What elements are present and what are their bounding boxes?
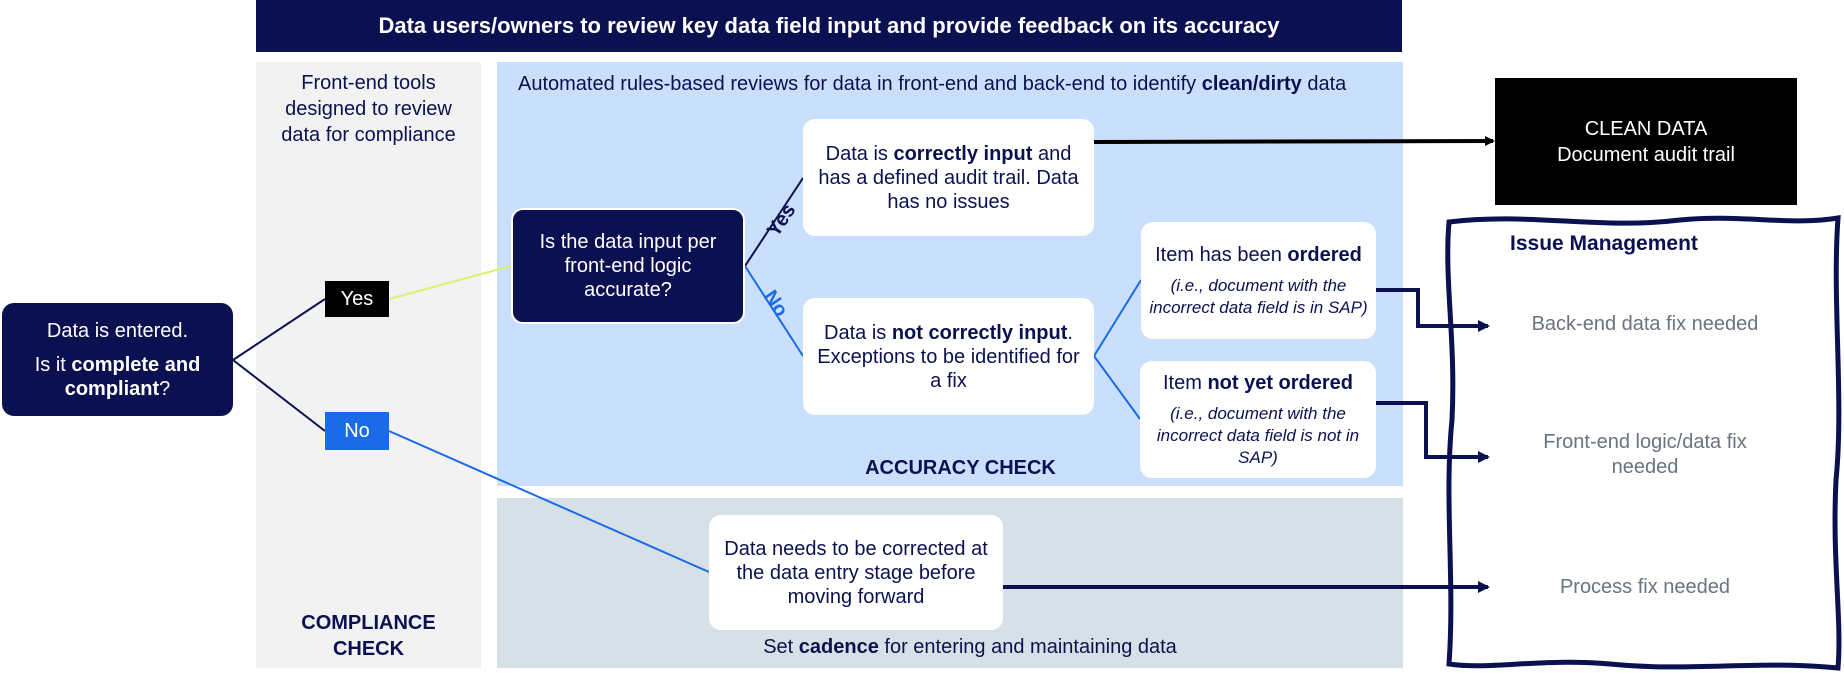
correction-needed-card: Data needs to be corrected at the data e… [709,515,1003,630]
connector-yes-question [388,265,512,300]
connector-incorrect-ordered [1093,279,1142,357]
arrow-to-frontend-fix [1376,401,1490,463]
connector-question-incorrect [744,265,804,357]
issue-management-title: Issue Management [1510,232,1698,255]
compliance-no-badge: No [325,412,389,450]
arrow-to-backend-fix [1376,288,1490,332]
process-fix-item: Process fix needed [1559,576,1731,598]
banner-title: Data users/owners to review key data fie… [256,0,1402,52]
connector-entered-yes [232,298,326,361]
compliance-yes-badge: Yes [325,281,389,317]
accuracy-question-box: Is the data input per front-end logic ac… [511,208,745,324]
compliance-check-label: COMPLIANCE CHECK [301,612,436,660]
backend-fix-item: Back-end data fix needed [1531,313,1759,335]
item-not-ordered-card: Item not yet ordered (i.e., document wit… [1140,361,1376,478]
clean-data-box: CLEAN DATA Document audit trail [1495,78,1797,205]
connector-incorrect-notordered [1093,355,1141,420]
cadence-label: Set cadence for entering and maintaining… [763,636,1177,658]
accuracy-intro: Automated rules-based reviews for data i… [518,73,1347,95]
frontend-fix-item: Front-end logic/data fix needed [1543,431,1747,478]
compliance-intro: Front-end tools designed to review data … [281,72,456,146]
accuracy-check-label: ACCURACY CHECK [865,457,1056,479]
connector-question-correct [744,177,804,267]
compliance-check-panel [256,62,481,668]
connector-no-correction [388,430,710,573]
incorrect-input-card: Data is not correctly input. Exceptions … [803,298,1094,415]
branch-no-label: No [759,286,792,320]
issue-management-frame [1445,215,1842,671]
arrow-to-clean-data [1093,136,1495,147]
connector-entered-no [232,359,326,432]
item-ordered-card: Item has been ordered (i.e., document wi… [1141,222,1376,339]
branch-yes-label: Yes [763,200,801,241]
correct-input-card: Data is correctly input and has a define… [803,119,1094,236]
data-entered-box: Data is entered. Is it complete and comp… [2,303,233,416]
